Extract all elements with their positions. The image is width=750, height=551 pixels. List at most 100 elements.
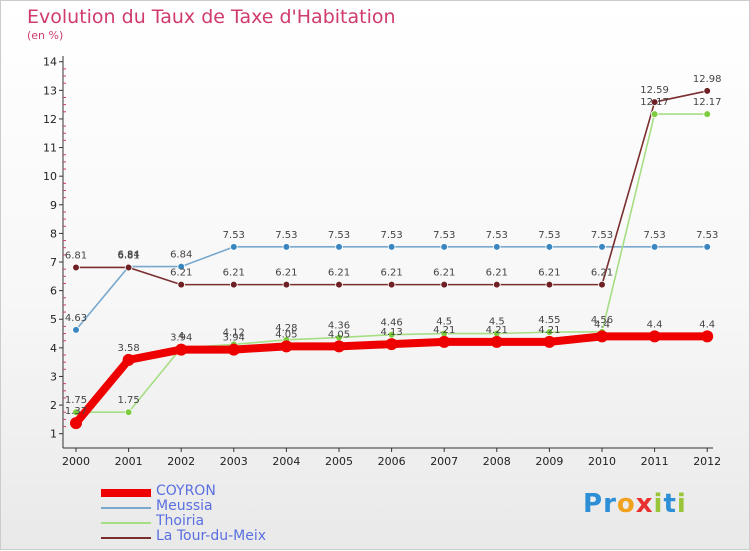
- legend-swatch: [101, 537, 151, 539]
- logo-letter: t: [663, 489, 677, 519]
- data-label: 3.94: [170, 333, 192, 344]
- data-label: 7.53: [380, 230, 402, 241]
- y-tick-label: 7: [50, 256, 57, 269]
- data-label: 7.53: [643, 230, 665, 241]
- y-tick-label: 2: [50, 399, 57, 412]
- data-label: 12.98: [693, 74, 722, 85]
- data-point: [124, 263, 133, 272]
- legend-label: La Tour-du-Meix: [156, 528, 267, 544]
- legend-label: COYRON: [156, 483, 216, 499]
- x-tick-label: 2003: [220, 455, 248, 468]
- data-label: 7.53: [275, 230, 297, 241]
- data-point: [335, 243, 343, 251]
- x-tick-label: 2002: [167, 455, 195, 468]
- data-label: 7.53: [328, 230, 350, 241]
- y-tick-label: 5: [50, 313, 57, 326]
- y-tick-label: 6: [50, 285, 57, 298]
- logo-letter: x: [635, 489, 654, 519]
- data-point: [438, 335, 451, 348]
- data-label: 3.94: [223, 333, 245, 344]
- data-label: 4.21: [538, 325, 560, 336]
- data-point: [492, 280, 501, 289]
- chart-title: Evolution du Taux de Taxe d'Habitation: [27, 6, 396, 28]
- data-point: [280, 340, 293, 353]
- data-label: 4.5: [489, 317, 505, 328]
- x-tick-label: 2012: [693, 455, 721, 468]
- data-point: [385, 338, 398, 351]
- y-tick-label: 8: [50, 227, 57, 240]
- data-point: [282, 280, 291, 289]
- series-meussia: 4.63 6.84 6.84 7.53 7.53 7.53 7.53 7.53 7.53 7.53…: [65, 230, 718, 334]
- data-label: 4.21: [486, 325, 508, 336]
- y-tick-label: 12: [43, 113, 57, 126]
- data-label: 4.5: [436, 317, 452, 328]
- data-point: [703, 87, 711, 95]
- data-label: 6.81: [65, 250, 87, 261]
- data-label: 12.17: [640, 97, 669, 108]
- data-point: [440, 243, 449, 251]
- legend-swatch: [101, 489, 151, 497]
- data-label: 7.53: [696, 230, 718, 241]
- data-point: [282, 243, 291, 251]
- data-point: [703, 110, 711, 118]
- y-tick-label: 11: [43, 142, 57, 155]
- y-tick-label: 10: [43, 170, 57, 183]
- data-label: 12.17: [693, 97, 722, 108]
- y-tick-label: 3: [50, 370, 57, 383]
- data-label: 4.4: [594, 319, 610, 330]
- data-label: 1.37: [65, 406, 87, 417]
- data-label: 1.75: [117, 395, 139, 406]
- data-point: [596, 330, 608, 343]
- data-point: [387, 243, 396, 251]
- logo-letter: P: [583, 489, 604, 519]
- data-label: 6.81: [117, 250, 139, 261]
- data-point: [650, 98, 659, 106]
- data-point: [440, 280, 449, 289]
- data-point: [335, 280, 343, 289]
- data-label: 6.21: [170, 268, 192, 279]
- data-label: 7.53: [223, 230, 245, 241]
- data-point: [230, 243, 238, 251]
- series-thoiria: 1.75 1.75 4 4.12 4.28 4.36 4.46 4.5 4.5 4.55 4.56 1…: [65, 97, 722, 417]
- legend-swatch: [101, 507, 151, 509]
- data-label: 6.21: [433, 268, 455, 279]
- logo-letter: o: [616, 489, 636, 519]
- data-label: 4.05: [328, 329, 350, 340]
- data-label: 4.46: [380, 318, 402, 329]
- data-point: [648, 330, 661, 343]
- x-tick-label: 2001: [115, 455, 143, 468]
- data-point: [175, 343, 188, 356]
- data-label: 6.84: [117, 250, 139, 261]
- data-label: 6.21: [223, 268, 245, 279]
- data-label: 6.84: [170, 250, 192, 261]
- data-point: [177, 262, 186, 271]
- y-tick-label: 4: [50, 342, 57, 355]
- data-label: 4.13: [380, 327, 402, 338]
- data-point: [650, 243, 659, 251]
- data-label: 6.21: [486, 268, 508, 279]
- data-label: 4.55: [538, 315, 560, 326]
- data-point: [490, 335, 503, 348]
- data-point: [545, 243, 554, 251]
- proxiti-logo: Proxiti: [583, 489, 687, 519]
- data-label: 7.53: [433, 230, 455, 241]
- data-point: [70, 417, 82, 430]
- data-label: 6.21: [328, 268, 350, 279]
- data-point: [650, 110, 659, 118]
- data-point: [124, 408, 133, 417]
- data-label: 4.28: [275, 323, 297, 334]
- data-point: [545, 280, 554, 289]
- data-label: 4.63: [65, 313, 87, 324]
- data-point: [227, 343, 240, 356]
- legend-swatch: [101, 522, 151, 524]
- data-label: 4.12: [223, 327, 245, 338]
- data-label: 7.53: [538, 230, 560, 241]
- data-point: [177, 280, 186, 289]
- series-line: [75, 113, 709, 414]
- logo-letter: i: [653, 489, 664, 519]
- x-tick-label: 2007: [430, 455, 458, 468]
- data-point: [543, 335, 556, 348]
- x-tick-label: 2004: [272, 455, 300, 468]
- x-tick-label: 2009: [535, 455, 563, 468]
